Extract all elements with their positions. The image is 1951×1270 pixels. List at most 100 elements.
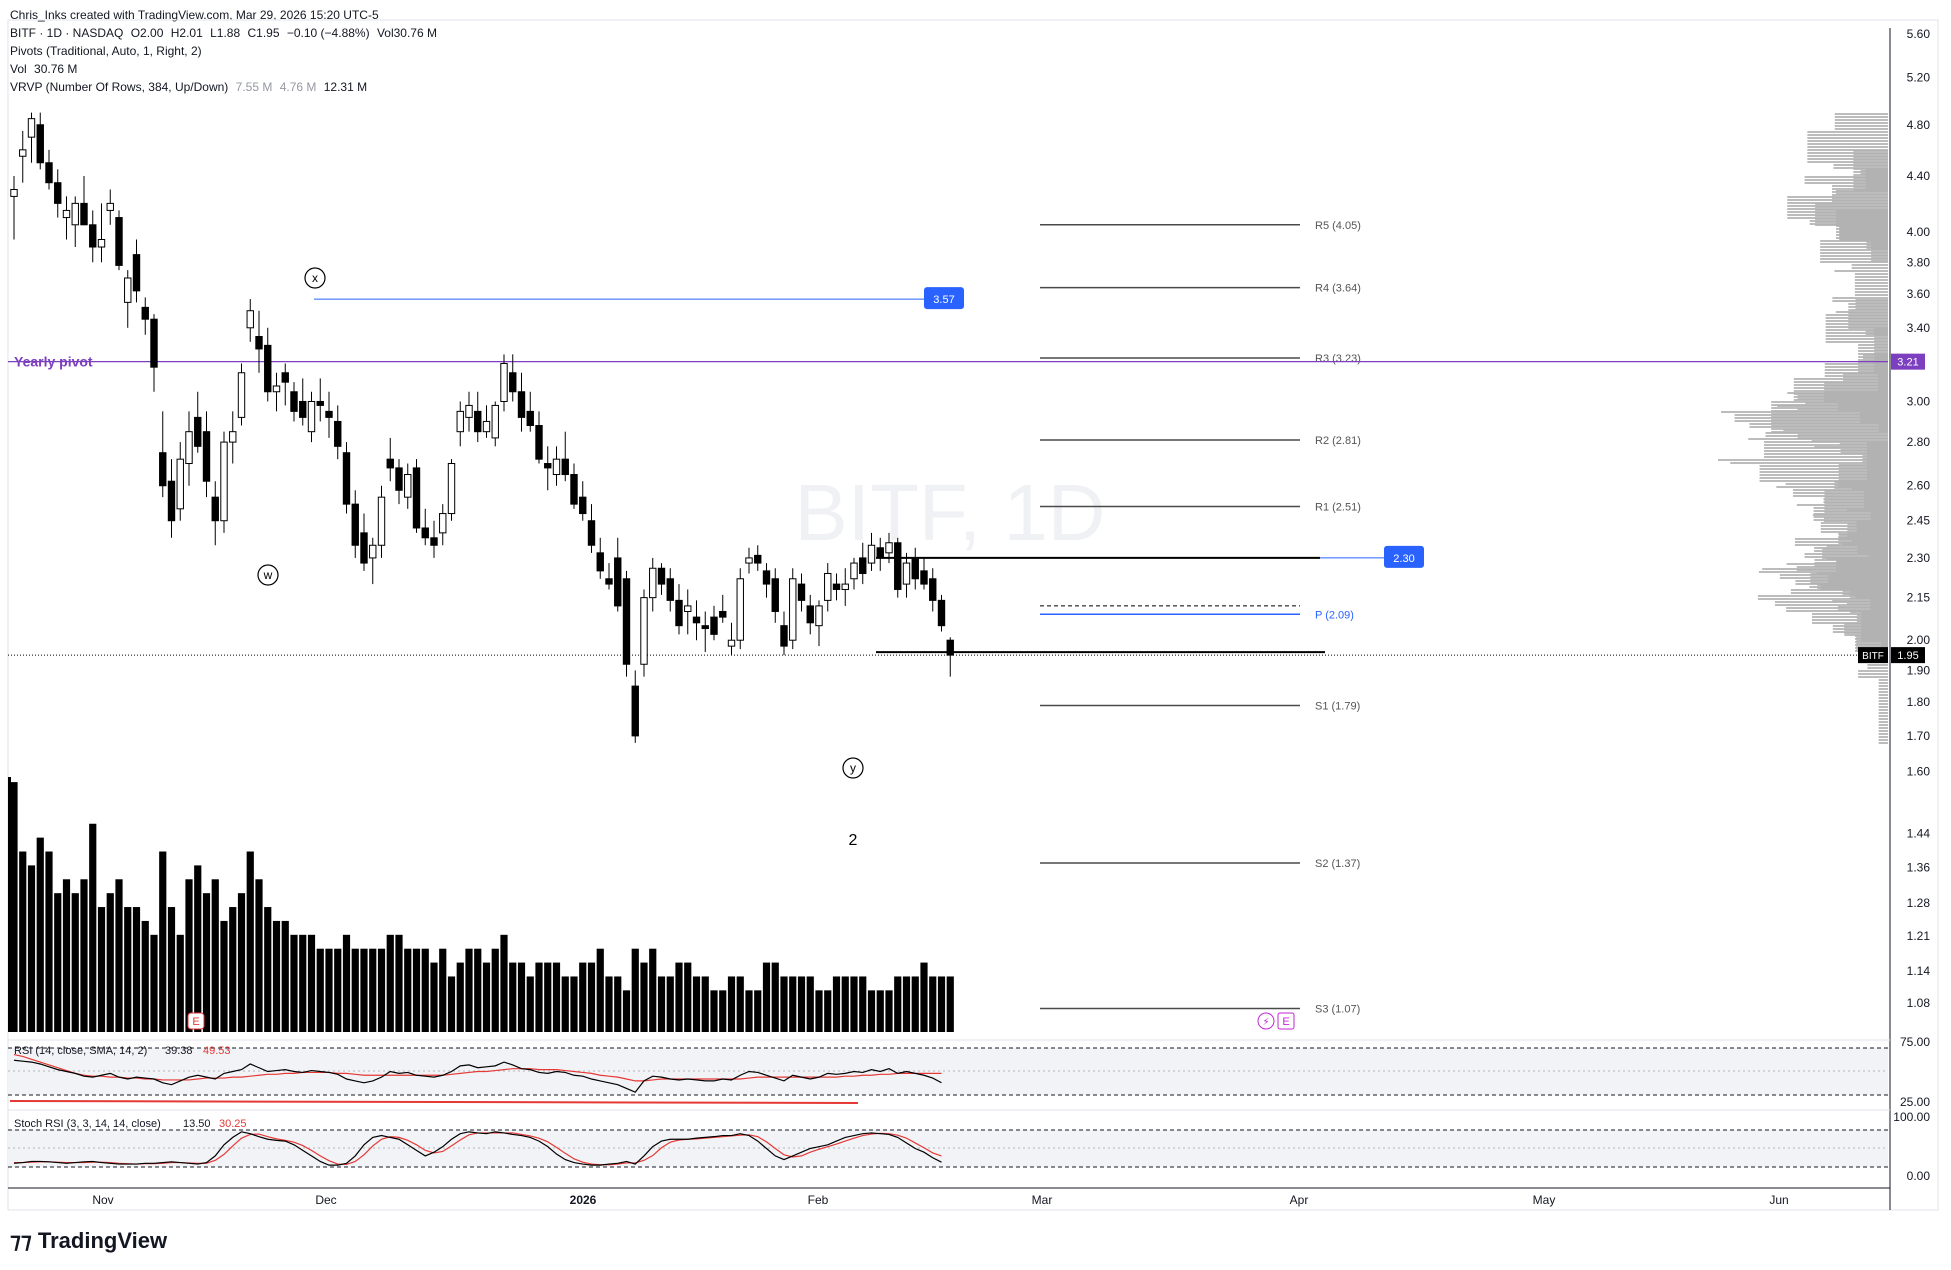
volume-bar [97, 907, 106, 1032]
candle-body [902, 562, 911, 585]
volume-bar [447, 976, 456, 1032]
candle-body [334, 420, 342, 447]
volume-bar [412, 948, 421, 1032]
volume-bar [815, 990, 823, 1032]
ohlc-open: O2.00 [130, 26, 164, 40]
candle-body [71, 202, 79, 226]
earnings-marker-mar[interactable]: ⚡ E [1257, 1012, 1295, 1030]
candle [535, 411, 543, 464]
volume-legend[interactable]: Vol 30.76 M [10, 60, 437, 78]
candle [780, 611, 788, 656]
volume-profile-row [1812, 514, 1888, 516]
candle-body [45, 162, 53, 184]
vrvp-legend[interactable]: VRVP (Number Of Rows, 384, Up/Down) 7.55… [10, 78, 437, 96]
candle [754, 545, 762, 571]
rsi-legend[interactable]: RSI (14, close, SMA, 14, 2) 39.38 49.53 [14, 1045, 231, 1057]
candle [885, 532, 893, 564]
volume-bar [736, 976, 744, 1032]
volume-profile-row [1820, 246, 1888, 248]
volume-bar [692, 976, 701, 1032]
time-tick-label: Apr [1290, 1193, 1309, 1207]
candle [587, 504, 596, 553]
pivot-label: R1 (2.51) [1315, 501, 1361, 513]
volume-bar [754, 990, 762, 1032]
volume-profile-row [1730, 462, 1888, 464]
candle-body [622, 578, 631, 665]
stoch-axis-lower: 0.00 [1907, 1169, 1931, 1183]
volume-bar [797, 976, 806, 1032]
pivot-label: S1 (1.79) [1315, 701, 1360, 713]
chart-canvas[interactable]: BITF, 1D R5 (4.05) R4 (3.64) R3 (3.23) R2 (… [0, 0, 1951, 1220]
price-tick-label: 3.00 [1907, 394, 1931, 408]
candle-body [27, 118, 36, 138]
level-tag-230-text: 2.30 [1393, 553, 1414, 565]
stoch-k-line [13, 1131, 942, 1166]
volume-bar [36, 837, 44, 1032]
candle-body [491, 404, 499, 439]
volume-profile-row [1749, 426, 1888, 428]
candle-body [237, 372, 246, 418]
chart-annotations: Yearly pivot 3.21 3.57 2.30 BITF 1.95 w x y 2 [8, 267, 1925, 849]
candle-body [255, 336, 263, 350]
price-axis[interactable]: 5.60 5.20 4.80 4.40 4.00 3.80 3.60 3.40 3.00 2.80… [1907, 27, 1931, 1010]
candle [850, 557, 858, 590]
volume-bar [876, 990, 884, 1032]
rsi-ma-line [13, 1053, 942, 1082]
volume-profile-row [1764, 453, 1888, 455]
rsi-axis-upper: 75.00 [1900, 1035, 1930, 1049]
candle [876, 537, 884, 571]
candle [631, 670, 639, 743]
volume-profile-row [1807, 131, 1888, 133]
volume-profile-row [1854, 276, 1888, 278]
candle [229, 411, 237, 464]
candle-body [141, 306, 149, 320]
tradingview-logo-icon: ⁊⁊ [10, 1228, 32, 1253]
volume-profile-row [1878, 715, 1888, 717]
candle [605, 563, 613, 590]
candle [27, 112, 36, 163]
candle-body [211, 496, 219, 522]
volume-profile-row [1822, 554, 1888, 556]
candle [771, 568, 779, 623]
volume-profile-row [1811, 619, 1888, 621]
volume-profile-row [1825, 338, 1888, 340]
volume-bar [132, 907, 141, 1032]
candle-body [456, 410, 464, 433]
time-tick-label: Feb [808, 1193, 829, 1207]
candle-body [386, 458, 394, 469]
volume-bar [850, 976, 858, 1032]
volume-profile-row [1854, 279, 1888, 281]
candle [124, 270, 132, 328]
wave-label-text: y [850, 761, 856, 775]
volume-profile-row [1848, 324, 1888, 326]
pivots-legend[interactable]: Pivots (Traditional, Auto, 1, Right, 2) [10, 44, 202, 58]
candle [97, 203, 106, 263]
volume-profile-row [1820, 249, 1888, 251]
candle-body [640, 597, 648, 665]
price-tick-label: 4.00 [1907, 225, 1931, 239]
earnings-marker-dec[interactable]: E [187, 1012, 205, 1030]
volume-bar [885, 990, 893, 1032]
ohlc-change: −0.10 (−4.88%) [286, 26, 370, 40]
volume-profile-row [1823, 517, 1888, 519]
tradingview-logo[interactable]: ⁊⁊ TradingView [10, 1228, 167, 1254]
price-tick-label: 1.80 [1907, 695, 1931, 709]
candle-body [124, 277, 132, 303]
volume-profile-row [1858, 350, 1888, 352]
earnings-letter: E [192, 1016, 199, 1028]
tradingview-logo-text: TradingView [37, 1228, 168, 1253]
ohlc-low: L1.88 [210, 26, 241, 40]
candle [832, 573, 841, 601]
volume-profile-row [1878, 694, 1888, 696]
symbol-line[interactable]: BITF · 1D · NASDAQ O2.00 H2.01 L1.88 C1.… [10, 24, 437, 42]
candle [859, 542, 867, 585]
price-tick-label: 2.30 [1907, 551, 1931, 565]
price-tick-label: 1.90 [1907, 663, 1931, 677]
stoch-legend[interactable]: Stoch RSI (3, 3, 14, 14, close) 13.50 30… [14, 1118, 247, 1130]
volume-profile-row [1878, 700, 1888, 702]
candle-body [360, 532, 368, 564]
candle-body [876, 547, 884, 559]
time-axis[interactable]: Nov Dec 2026 Feb Mar Apr May Jun [92, 1193, 1788, 1207]
candle [561, 431, 569, 482]
candle-body [684, 605, 692, 612]
